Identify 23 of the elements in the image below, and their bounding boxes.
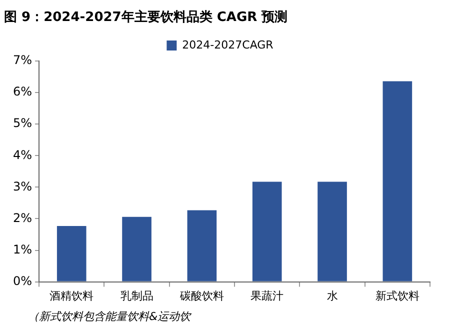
text: （新式饮料包含能量饮料&运动饮 xyxy=(28,309,191,324)
y-tick-label: 2% xyxy=(12,210,32,225)
bar xyxy=(187,210,217,282)
y-tick-label: 1% xyxy=(12,242,32,256)
bar xyxy=(318,182,347,282)
x-tick-label: 果蔬汁 xyxy=(250,289,284,302)
bar xyxy=(56,226,86,282)
x-tick-label: 水 xyxy=(326,289,338,302)
x-tick-label: 碳酸饮料 xyxy=(178,289,224,302)
bar xyxy=(122,216,152,282)
y-tick-label: 6% xyxy=(12,84,32,99)
x-tick-label: 酒精饮料 xyxy=(50,289,94,302)
y-tick-label: 3% xyxy=(12,179,32,194)
bar xyxy=(382,81,412,282)
bar xyxy=(252,182,282,282)
y-tick-label: 5% xyxy=(12,116,32,130)
y-tick-label: 4% xyxy=(12,148,32,162)
legend-label: 2024-2027CAGR xyxy=(182,38,274,52)
x-tick-label: 乳制品 xyxy=(120,289,154,302)
chart-title: 图 9：2024-2027年主要饮料品类 CAGR 预测 xyxy=(4,8,288,26)
x-tick-label: 新式饮料 xyxy=(375,289,420,302)
y-tick-label: 0% xyxy=(12,274,32,288)
y-tick-label: 7% xyxy=(12,53,32,68)
